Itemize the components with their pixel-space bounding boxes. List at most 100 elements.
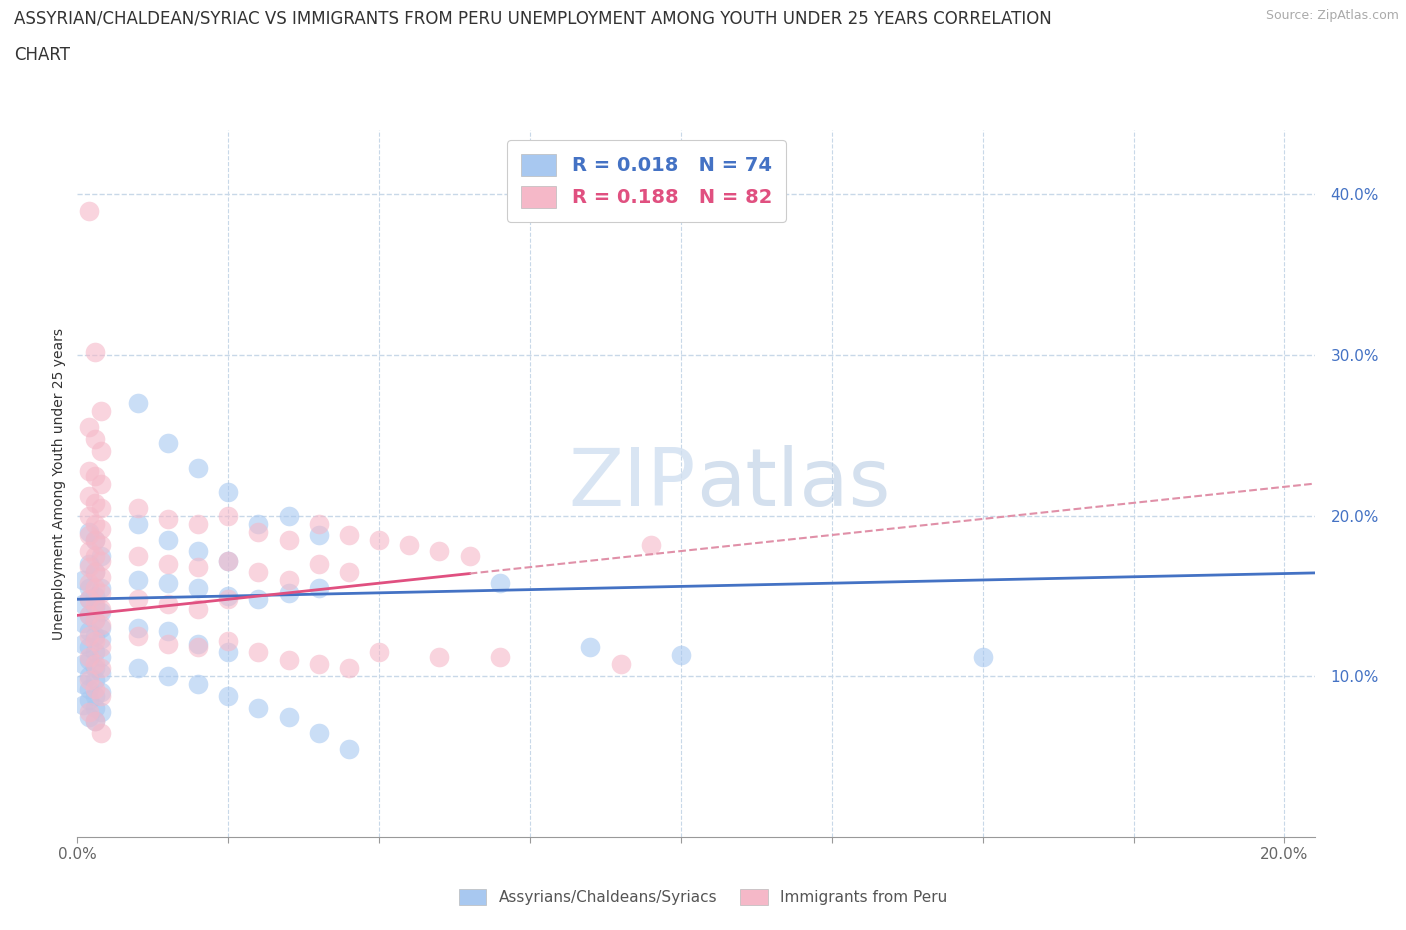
Point	[277, 709, 299, 724]
Point	[156, 669, 179, 684]
Point	[247, 565, 270, 579]
Point	[79, 527, 101, 542]
Point	[72, 698, 94, 712]
Point	[187, 677, 209, 692]
Point	[90, 688, 112, 703]
Point	[247, 644, 270, 659]
Point	[90, 640, 112, 655]
Point	[156, 637, 179, 652]
Text: Source: ZipAtlas.com: Source: ZipAtlas.com	[1265, 9, 1399, 22]
Point	[217, 553, 239, 568]
Point	[79, 544, 101, 559]
Point	[217, 633, 239, 648]
Point	[90, 500, 112, 515]
Point	[337, 741, 360, 756]
Point	[84, 613, 107, 628]
Point	[156, 512, 179, 526]
Point	[187, 516, 209, 531]
Point	[90, 521, 112, 536]
Point	[84, 532, 107, 547]
Point	[127, 500, 149, 515]
Point	[277, 653, 299, 668]
Point	[368, 532, 391, 547]
Text: atlas: atlas	[696, 445, 890, 523]
Point	[84, 682, 107, 697]
Point	[84, 344, 107, 359]
Point	[84, 516, 107, 531]
Y-axis label: Unemployment Among Youth under 25 years: Unemployment Among Youth under 25 years	[52, 327, 66, 640]
Point	[217, 644, 239, 659]
Point	[217, 589, 239, 604]
Text: ZIP: ZIP	[568, 445, 696, 523]
Point	[84, 432, 107, 446]
Point	[79, 624, 101, 639]
Point	[79, 650, 101, 665]
Point	[368, 644, 391, 659]
Point	[90, 476, 112, 491]
Point	[79, 704, 101, 719]
Legend: R = 0.018   N = 74, R = 0.188   N = 82: R = 0.018 N = 74, R = 0.188 N = 82	[508, 140, 786, 221]
Point	[72, 677, 94, 692]
Point	[217, 688, 239, 703]
Point	[308, 527, 330, 542]
Point	[90, 661, 112, 676]
Point	[187, 580, 209, 595]
Point	[90, 666, 112, 681]
Point	[247, 591, 270, 606]
Point	[187, 544, 209, 559]
Point	[79, 608, 101, 623]
Point	[90, 580, 112, 595]
Point	[84, 688, 107, 703]
Point	[90, 725, 112, 740]
Point	[429, 650, 451, 665]
Point	[84, 629, 107, 644]
Point	[90, 569, 112, 584]
Point	[156, 597, 179, 612]
Point	[488, 650, 510, 665]
Point	[127, 591, 149, 606]
Point	[247, 701, 270, 716]
Point	[79, 709, 101, 724]
Point	[277, 532, 299, 547]
Point	[458, 549, 481, 564]
Point	[488, 576, 510, 591]
Point	[187, 640, 209, 655]
Point	[84, 613, 107, 628]
Point	[337, 527, 360, 542]
Point	[337, 565, 360, 579]
Point	[84, 549, 107, 564]
Point	[90, 538, 112, 552]
Point	[90, 404, 112, 418]
Point	[398, 538, 420, 552]
Point	[79, 556, 101, 571]
Text: ASSYRIAN/CHALDEAN/SYRIAC VS IMMIGRANTS FROM PERU UNEMPLOYMENT AMONG YOUTH UNDER : ASSYRIAN/CHALDEAN/SYRIAC VS IMMIGRANTS F…	[14, 9, 1052, 27]
Point	[90, 650, 112, 665]
Point	[127, 516, 149, 531]
Point	[972, 650, 994, 665]
Point	[156, 532, 179, 547]
Point	[247, 525, 270, 539]
Point	[187, 560, 209, 575]
Point	[640, 538, 662, 552]
Point	[156, 576, 179, 591]
Point	[79, 669, 101, 684]
Point	[79, 608, 101, 623]
Point	[79, 653, 101, 668]
Point	[84, 633, 107, 648]
Point	[84, 589, 107, 604]
Point	[79, 203, 101, 218]
Point	[127, 396, 149, 411]
Text: CHART: CHART	[14, 46, 70, 64]
Point	[669, 648, 692, 663]
Point	[79, 591, 101, 606]
Point	[337, 661, 360, 676]
Point	[127, 620, 149, 635]
Point	[79, 580, 101, 595]
Point	[217, 485, 239, 499]
Point	[308, 580, 330, 595]
Point	[308, 556, 330, 571]
Point	[217, 591, 239, 606]
Point	[90, 618, 112, 632]
Point	[79, 591, 101, 606]
Point	[84, 532, 107, 547]
